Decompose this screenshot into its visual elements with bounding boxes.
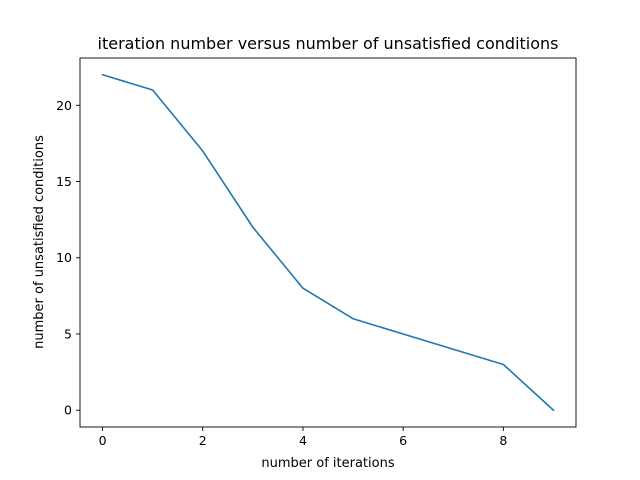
- plot-frame: [79, 57, 577, 428]
- x-tick-label: 0: [99, 433, 107, 448]
- y-axis-label: number of unsatisfied conditions: [32, 135, 47, 349]
- x-tick-label: 2: [199, 433, 207, 448]
- x-tick-label: 8: [499, 433, 507, 448]
- y-tick-label: 15: [56, 174, 72, 189]
- x-axis-label: number of iterations: [261, 456, 394, 471]
- series-line-0: [101, 73, 555, 412]
- axes: 0 2 4 6 8 0 5 10 15 20: [56, 57, 577, 448]
- y-tick-label: 20: [56, 98, 72, 113]
- x-tick-label: 6: [399, 433, 407, 448]
- series-layer: [101, 73, 555, 412]
- y-tick-label: 10: [56, 250, 72, 265]
- chart-title: iteration number versus number of unsati…: [98, 34, 559, 53]
- x-tick-label: 4: [299, 433, 307, 448]
- y-tick-label: 5: [64, 326, 72, 341]
- y-tick-label: 0: [64, 403, 72, 418]
